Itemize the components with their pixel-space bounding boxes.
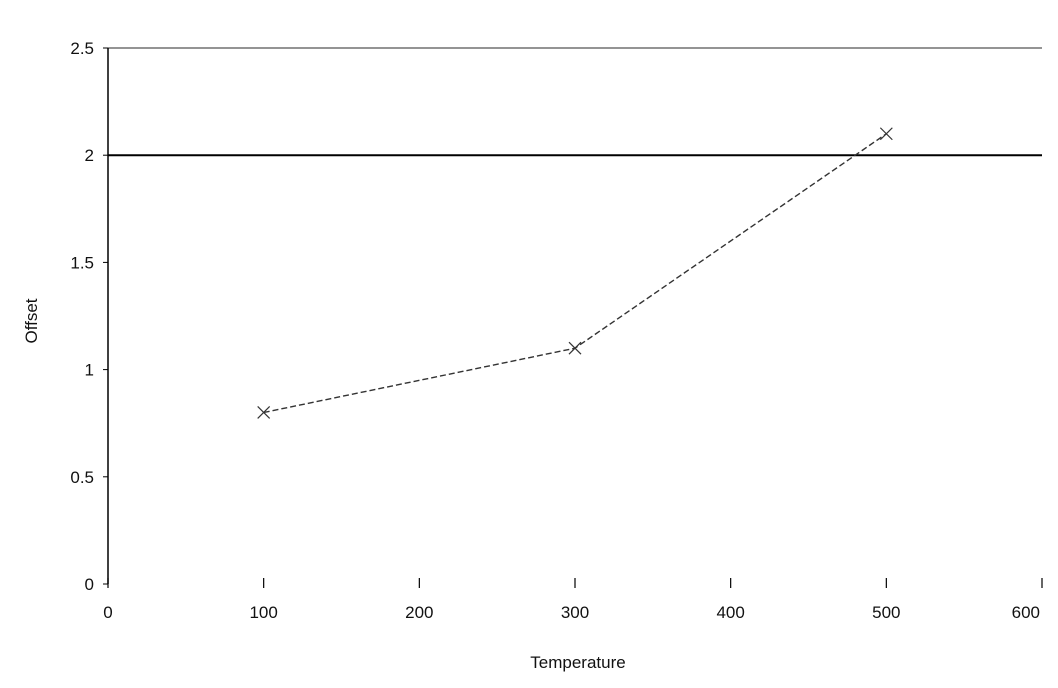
- x-tick-label: 0: [103, 603, 112, 622]
- x-tick-label: 400: [716, 603, 744, 622]
- chart-frame: 0 0.5 1 1.5 2 2.5 0 100 200 300 400 500 600 Temperat…: [12, 8, 1058, 680]
- x-tick-label: 300: [561, 603, 589, 622]
- axes: [103, 47, 1043, 588]
- data-point: [879, 127, 893, 141]
- series-line: [263, 133, 887, 414]
- data-point: [257, 406, 271, 419]
- x-tick-label: 200: [405, 603, 433, 622]
- x-tick-label: 600: [1012, 603, 1040, 622]
- y-axis-title: Offset: [22, 298, 41, 343]
- series-layer: [257, 127, 893, 419]
- x-axis-title: Temperature: [530, 653, 625, 672]
- line-chart: 0 0.5 1 1.5 2 2.5 0 100 200 300 400 500 600 Temperat…: [22, 39, 1043, 672]
- tick-labels: 0 0.5 1 1.5 2 2.5 0 100 200 300 400 500 600: [70, 39, 1040, 622]
- x-tick-label: 500: [872, 603, 900, 622]
- y-tick-label: 0: [85, 575, 94, 594]
- data-point: [568, 341, 582, 355]
- data-point-stroke: [879, 127, 893, 141]
- y-tick-label: 2.5: [70, 39, 94, 58]
- gridlines: [108, 47, 1042, 157]
- x-tick-label: 100: [249, 603, 277, 622]
- y-tick-label: 1: [85, 361, 94, 380]
- y-tick-label: 1.5: [70, 253, 94, 272]
- y-tick-label: 2: [85, 146, 94, 165]
- y-tick-label: 0.5: [70, 468, 94, 487]
- data-point-stroke: [568, 341, 582, 355]
- data-point-stroke: [257, 406, 271, 419]
